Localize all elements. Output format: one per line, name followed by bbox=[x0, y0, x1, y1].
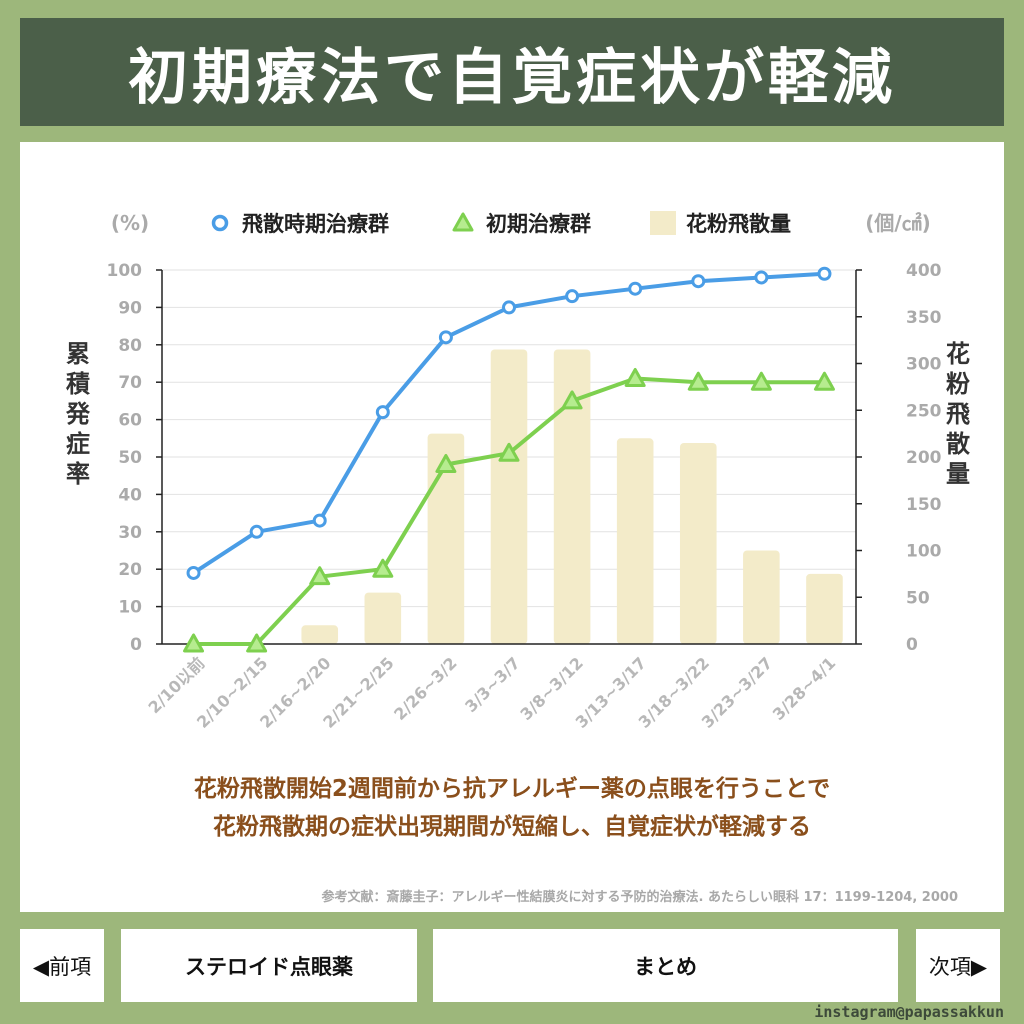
data-point-circle bbox=[754, 270, 769, 285]
data-point-circle bbox=[375, 405, 390, 420]
data-point-circle bbox=[628, 281, 643, 296]
data-point-circle bbox=[312, 513, 327, 528]
data-point-triangle bbox=[246, 633, 268, 653]
y-tick-label-left: 90 bbox=[118, 298, 142, 318]
y-axis-right-title: 花粉飛散量 bbox=[946, 340, 970, 488]
legend-marker-circle bbox=[211, 214, 229, 232]
summary-line-1: 花粉飛散開始2週間前から抗アレルギー薬の点眼を行うことで bbox=[193, 776, 831, 802]
page-title: 初期療法で自覚症状が軽減 bbox=[128, 42, 896, 113]
prev-page-button[interactable]: ◀前項 bbox=[20, 929, 104, 1002]
y-tick-label-left: 0 bbox=[130, 635, 142, 655]
reference-citation: 参考文献：斎藤圭子：アレルギー性結膜炎に対する予防的治療法. あたらしい眼科 1… bbox=[321, 890, 959, 905]
y-tick-label-left: 10 bbox=[118, 598, 142, 618]
bar bbox=[364, 592, 402, 644]
y-tick-label-right: 150 bbox=[906, 495, 942, 515]
bar bbox=[427, 433, 465, 644]
y-tick-label-left: 60 bbox=[118, 411, 142, 431]
y-tick-label-right: 50 bbox=[906, 588, 930, 608]
data-point-circle bbox=[438, 330, 453, 345]
data-point-triangle bbox=[687, 371, 709, 391]
x-tick-label: 3/3~3/7 bbox=[461, 653, 524, 716]
bar bbox=[679, 442, 717, 644]
data-point-triangle bbox=[813, 371, 835, 391]
data-point-triangle bbox=[435, 453, 457, 473]
bar bbox=[806, 573, 843, 644]
steroid-eyedrops-button[interactable]: ステロイド点眼薬 bbox=[121, 929, 417, 1002]
y-tick-label-left: 50 bbox=[118, 448, 142, 468]
summary-button[interactable]: まとめ bbox=[433, 929, 898, 1002]
y-tick-label-left: 40 bbox=[118, 485, 142, 505]
data-point-triangle bbox=[183, 633, 205, 653]
y-tick-label-right: 100 bbox=[906, 542, 942, 562]
data-point-triangle bbox=[372, 558, 394, 578]
data-point-triangle bbox=[624, 367, 646, 387]
data-point-triangle bbox=[498, 442, 520, 462]
next-page-button[interactable]: 次項▶ bbox=[916, 929, 1000, 1002]
data-point-triangle bbox=[750, 371, 772, 391]
y-axis-left-title: 累積発症率 bbox=[65, 340, 91, 488]
bar bbox=[743, 550, 780, 644]
data-point-circle bbox=[502, 300, 516, 315]
data-point-circle bbox=[249, 524, 264, 539]
data-point-circle bbox=[186, 565, 201, 580]
legend-marker-bar bbox=[650, 211, 676, 235]
summary-text: 花粉飛散開始2週間前から抗アレルギー薬の点眼を行うことで 花粉飛散期の症状出現期… bbox=[20, 770, 1004, 846]
y-axis-left-unit: (%) bbox=[111, 211, 149, 235]
combo-chart: 0 10 20 30 40 50 60 70 80 90 100 0 50 100 150 200 250 300… bbox=[65, 211, 970, 732]
legend-label: 飛散時期治療群 bbox=[242, 212, 389, 236]
legend-marker-triangle bbox=[452, 212, 474, 232]
data-point-circle bbox=[565, 289, 580, 304]
bar bbox=[616, 438, 654, 644]
summary-line-2: 花粉飛散期の症状出現期間が短縮し、自覚症状が軽減する bbox=[213, 814, 811, 840]
y-tick-label-left: 80 bbox=[118, 336, 142, 356]
y-tick-label-left: 30 bbox=[118, 523, 142, 543]
title-banner: 初期療法で自覚症状が軽減 bbox=[20, 18, 1004, 126]
x-tick-label: 2/26~3/2 bbox=[390, 653, 461, 724]
data-point-circle bbox=[817, 266, 832, 281]
legend-label: 花粉飛散量 bbox=[686, 212, 791, 236]
bar bbox=[490, 349, 528, 644]
y-tick-label-right: 0 bbox=[906, 635, 918, 655]
y-tick-label-right: 350 bbox=[906, 308, 942, 328]
instagram-handle: instagram@papassakkun bbox=[814, 1003, 1004, 1021]
data-point-circle bbox=[691, 274, 706, 289]
y-tick-label-left: 20 bbox=[118, 560, 142, 580]
y-tick-label-right: 400 bbox=[906, 261, 942, 281]
x-tick-label: 2/10以前 bbox=[145, 653, 209, 717]
data-point-triangle bbox=[561, 390, 583, 410]
y-tick-label-left: 70 bbox=[118, 373, 142, 393]
y-tick-label-right: 200 bbox=[906, 448, 942, 468]
y-tick-label-right: 300 bbox=[906, 355, 942, 375]
legend-label: 初期治療群 bbox=[486, 212, 591, 236]
x-tick-label: 3/28~4/1 bbox=[769, 653, 840, 724]
chart-panel: 0 10 20 30 40 50 60 70 80 90 100 0 50 100 150 200 250 300… bbox=[20, 142, 1004, 912]
y-axis-right-unit: (個/㎠) bbox=[865, 211, 931, 235]
y-tick-label-left: 100 bbox=[107, 261, 143, 281]
bar bbox=[553, 349, 591, 644]
y-tick-label-right: 250 bbox=[906, 401, 942, 421]
data-point-triangle bbox=[309, 566, 331, 586]
bar bbox=[301, 625, 339, 644]
